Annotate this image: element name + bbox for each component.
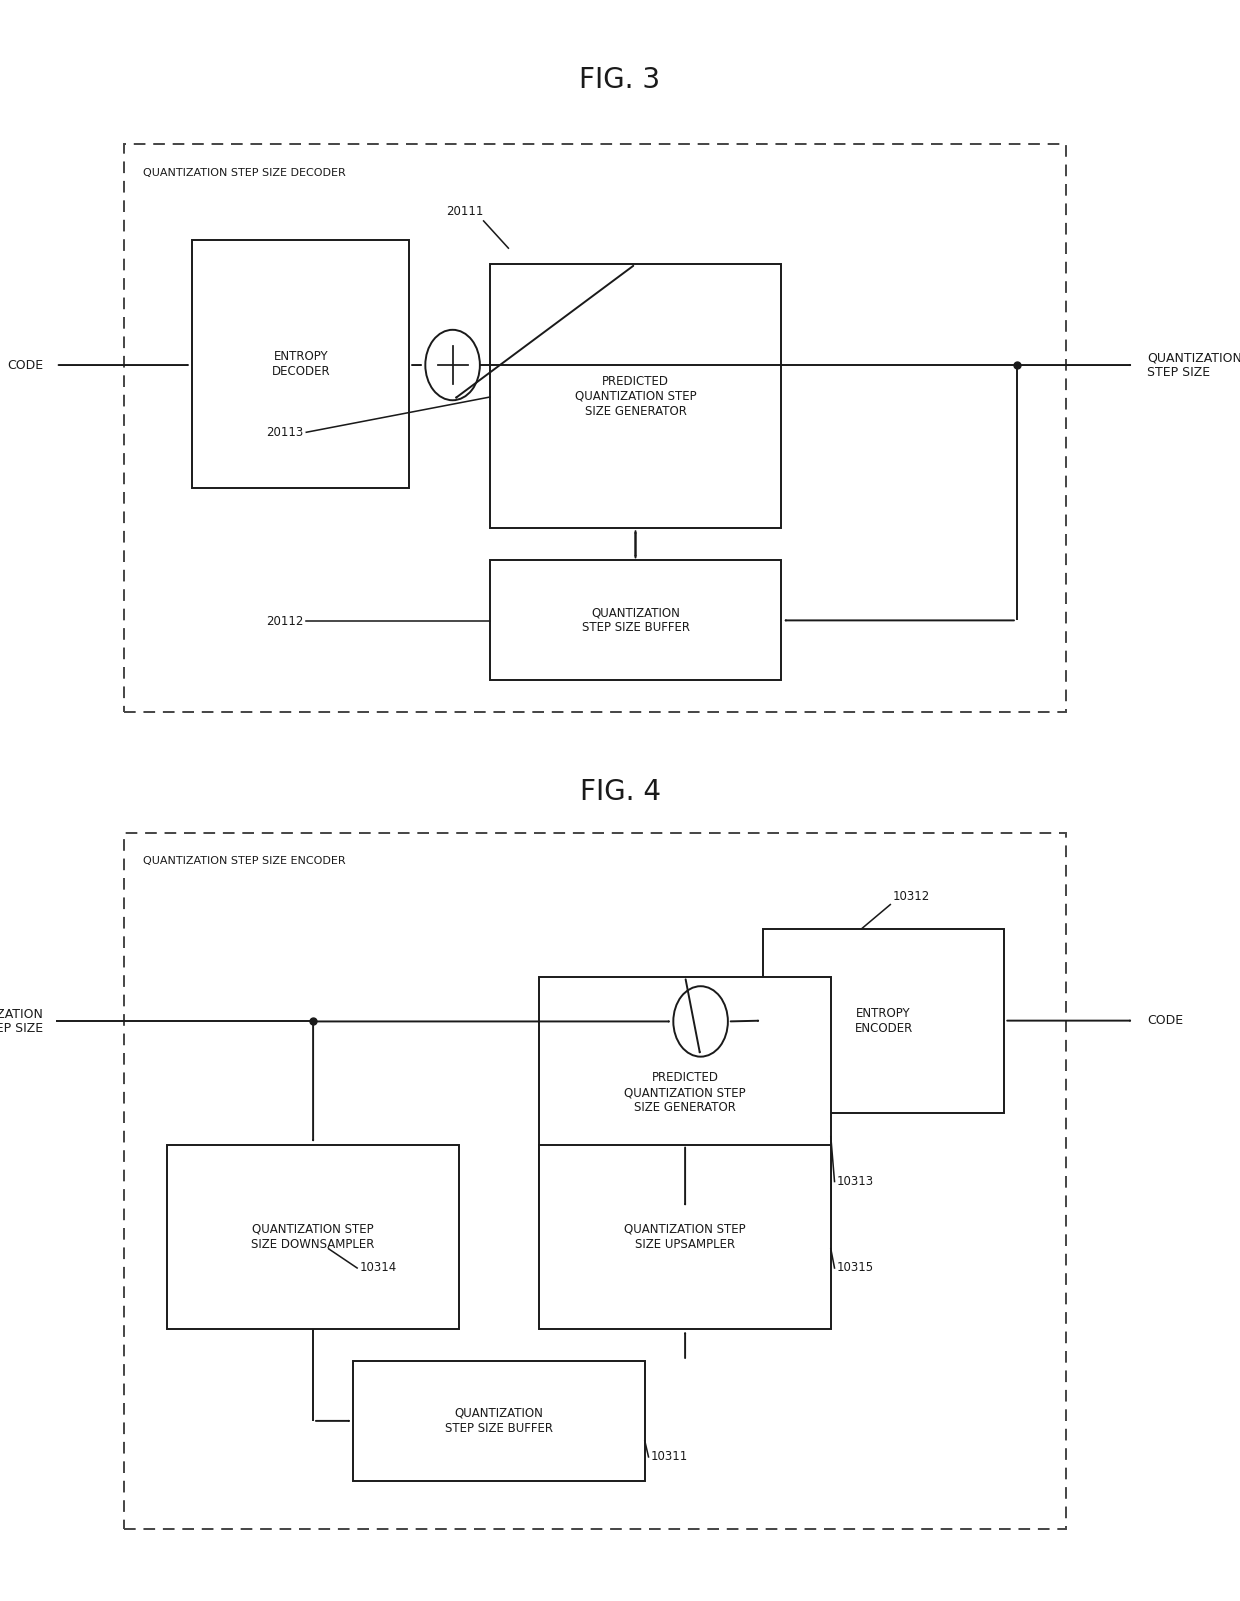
Text: PREDICTED
QUANTIZATION STEP
SIZE GENERATOR: PREDICTED QUANTIZATION STEP SIZE GENERAT… — [624, 1071, 746, 1114]
Text: QUANTIZATION
STEP SIZE BUFFER: QUANTIZATION STEP SIZE BUFFER — [582, 607, 689, 634]
Text: FIG. 4: FIG. 4 — [579, 778, 661, 807]
Text: CODE: CODE — [1147, 1013, 1183, 1028]
Bar — [763, 929, 1004, 1113]
Text: QUANTIZATION
STEP SIZE: QUANTIZATION STEP SIZE — [1147, 351, 1240, 379]
Text: 10314: 10314 — [360, 1262, 397, 1274]
Bar — [124, 833, 1066, 1529]
Text: ENTROPY
ENCODER: ENTROPY ENCODER — [854, 1007, 913, 1034]
Bar — [124, 144, 1066, 712]
Bar — [353, 1361, 645, 1481]
Text: QUANTIZATION STEP
SIZE UPSAMPLER: QUANTIZATION STEP SIZE UPSAMPLER — [624, 1223, 746, 1250]
Text: 10311: 10311 — [651, 1451, 688, 1463]
Bar — [539, 1145, 831, 1329]
Text: 10312: 10312 — [893, 890, 930, 903]
Circle shape — [673, 986, 728, 1057]
Bar — [490, 560, 781, 680]
Text: QUANTIZATION STEP
SIZE DOWNSAMPLER: QUANTIZATION STEP SIZE DOWNSAMPLER — [252, 1223, 374, 1250]
Bar — [192, 240, 409, 488]
Text: 10315: 10315 — [837, 1262, 874, 1274]
Text: QUANTIZATION
STEP SIZE: QUANTIZATION STEP SIZE — [0, 1007, 43, 1036]
Bar — [167, 1145, 459, 1329]
Text: PREDICTED
QUANTIZATION STEP
SIZE GENERATOR: PREDICTED QUANTIZATION STEP SIZE GENERAT… — [574, 375, 697, 418]
Text: CODE: CODE — [7, 359, 43, 371]
Bar — [539, 977, 831, 1209]
Text: QUANTIZATION STEP SIZE DECODER: QUANTIZATION STEP SIZE DECODER — [143, 168, 346, 178]
Text: QUANTIZATION STEP SIZE ENCODER: QUANTIZATION STEP SIZE ENCODER — [143, 857, 345, 866]
Text: 20112: 20112 — [267, 615, 304, 628]
Circle shape — [425, 330, 480, 400]
Text: 20113: 20113 — [267, 426, 304, 439]
Text: QUANTIZATION
STEP SIZE BUFFER: QUANTIZATION STEP SIZE BUFFER — [445, 1407, 553, 1434]
Bar — [490, 264, 781, 528]
Text: FIG. 3: FIG. 3 — [579, 66, 661, 94]
Text: 10313: 10313 — [837, 1175, 874, 1188]
Text: ENTROPY
DECODER: ENTROPY DECODER — [272, 351, 330, 378]
Text: 20111: 20111 — [446, 205, 484, 218]
